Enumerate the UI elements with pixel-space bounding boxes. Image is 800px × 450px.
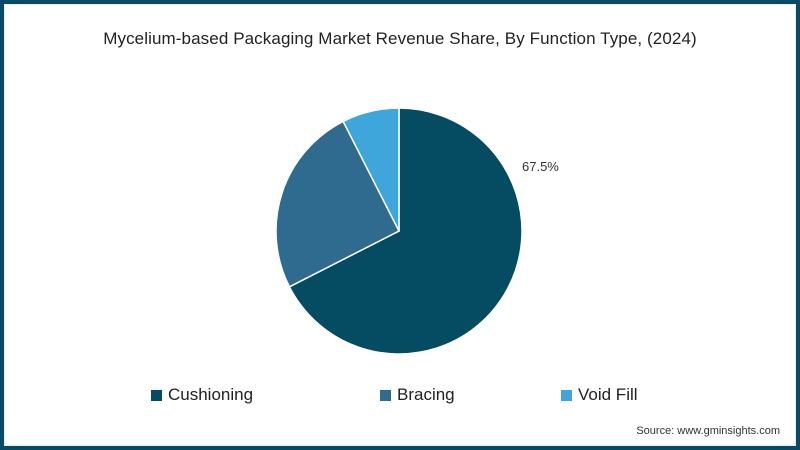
legend-item-void-fill[interactable]: Void Fill [561,385,638,405]
pie-slice-void-fill[interactable] [342,107,400,232]
legend-item-cushioning[interactable]: Cushioning [151,385,253,405]
legend-swatch-void-fill [561,389,572,401]
cushioning-data-label: 67.5% [522,159,559,174]
legend-swatch-cushioning [151,389,162,401]
legend-label: Void Fill [578,385,638,404]
source-note: Source: www.gminsights.com [636,425,780,437]
legend: Cushioning Bracing Void Fill [0,385,800,409]
pie-slice-bracing[interactable] [275,120,401,288]
pie-slice-cushioning[interactable] [288,107,523,355]
legend-label: Cushioning [168,385,254,404]
legend-label: Bracing [397,385,455,404]
chart-title: Mycelium-based Packaging Market Revenue … [103,29,697,48]
legend-swatch-bracing [380,389,391,401]
legend-item-bracing[interactable]: Bracing [380,385,455,405]
